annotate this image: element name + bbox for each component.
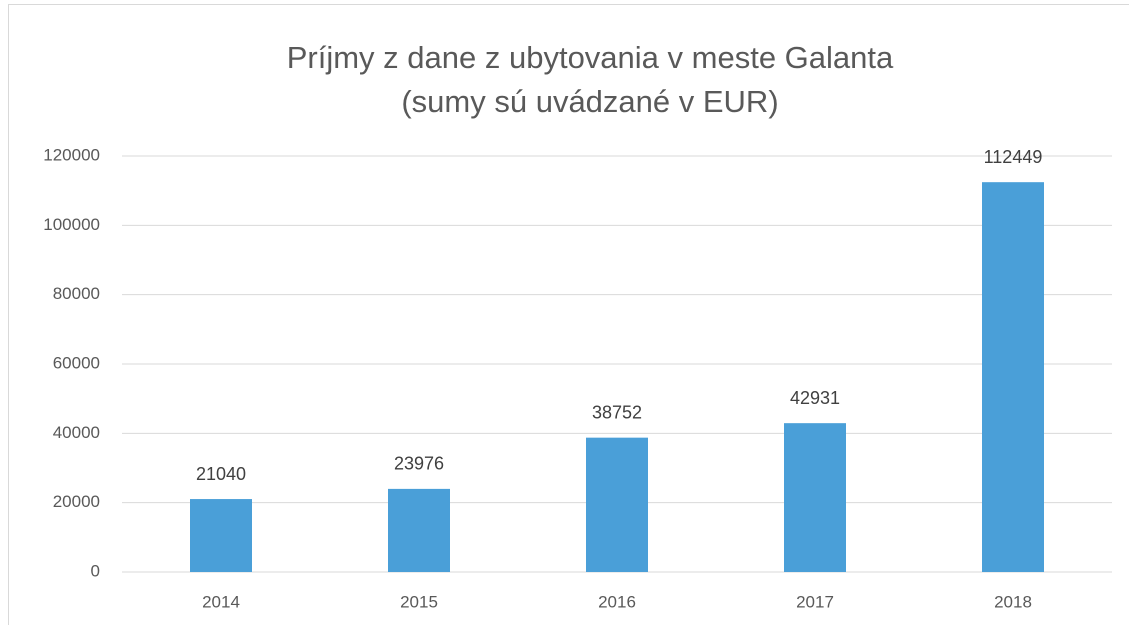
bar — [190, 499, 252, 572]
y-tick-label: 100000 — [43, 215, 100, 234]
bar — [388, 489, 450, 572]
bar — [586, 438, 648, 572]
bar — [784, 423, 846, 572]
data-label: 42931 — [790, 388, 840, 408]
y-tick-label: 120000 — [43, 145, 100, 164]
data-label: 23976 — [394, 454, 444, 474]
data-label: 38752 — [592, 402, 642, 422]
x-tick-label: 2017 — [796, 592, 834, 611]
y-tick-label: 80000 — [53, 284, 100, 303]
chart-subtitle: (sumy sú uvádzané v EUR) — [401, 84, 778, 119]
y-tick-label: 20000 — [53, 492, 100, 511]
x-tick-label: 2018 — [994, 592, 1032, 611]
y-tick-label: 40000 — [53, 423, 100, 442]
data-label: 112449 — [984, 147, 1043, 167]
x-tick-label: 2016 — [598, 592, 636, 611]
x-tick-label: 2015 — [400, 592, 438, 611]
x-tick-label: 2014 — [202, 592, 240, 611]
y-tick-label: 0 — [91, 561, 100, 580]
data-label: 21040 — [196, 464, 246, 484]
y-tick-label: 60000 — [53, 353, 100, 372]
bar — [982, 182, 1044, 572]
chart-title: Príjmy z dane z ubytovania v meste Galan… — [287, 40, 894, 75]
